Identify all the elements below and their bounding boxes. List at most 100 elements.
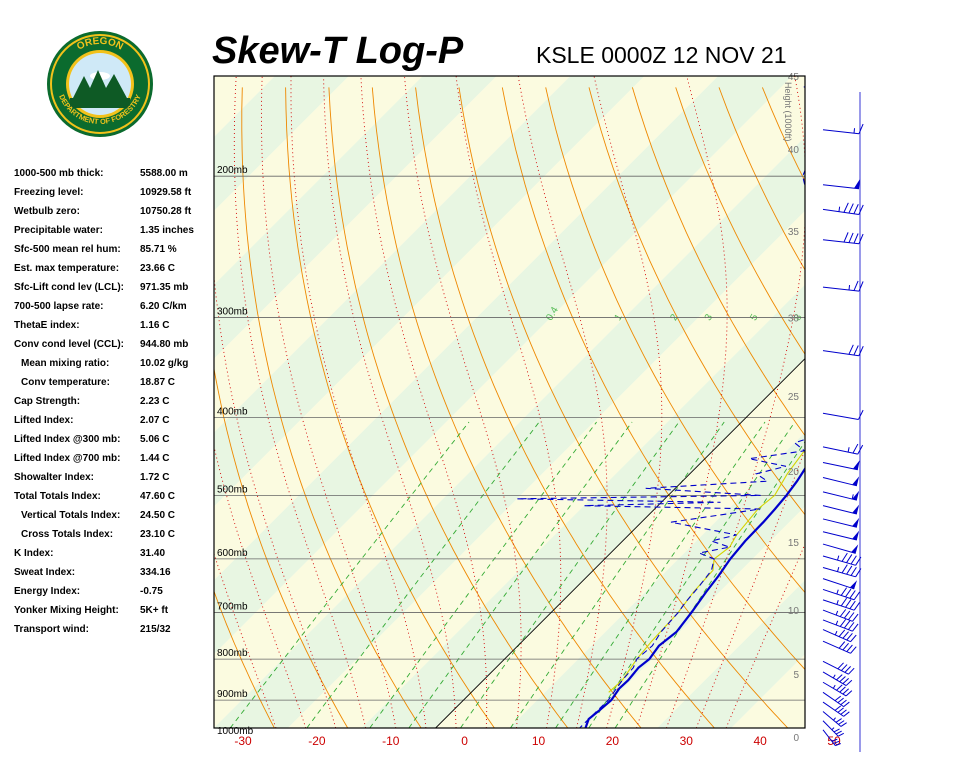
wind-barb (822, 517, 860, 528)
x-tick-label: 30 (680, 734, 694, 748)
index-value: 5588.00 m (140, 168, 188, 179)
dry-adiabat (936, 87, 960, 728)
station-time-label: KSLE 0000Z 12 NOV 21 (536, 42, 787, 68)
index-row: K Index: 31.40 (14, 548, 214, 564)
x-tick-label: 10 (532, 734, 546, 748)
wind-barb (822, 640, 857, 654)
height-tick-label: 45 (788, 72, 800, 83)
index-label: Showalter Index: (14, 472, 95, 483)
isotherm-band (731, 654, 805, 728)
wind-barb (822, 629, 857, 643)
index-row: Freezing level: 10929.58 ft (14, 187, 214, 203)
isotherm-band (583, 506, 805, 728)
index-label: Sfc-Lift cond lev (LCL): (14, 282, 124, 293)
dry-adiabat (501, 87, 805, 671)
index-value: 10.02 g/kg (140, 358, 189, 369)
wind-barb (822, 178, 861, 190)
index-label: 1000-500 mb thick: (14, 168, 104, 179)
index-label: Energy Index: (14, 586, 81, 597)
wind-barb (822, 123, 864, 135)
pressure-label: 800mb (217, 648, 248, 659)
x-tick-label: 20 (606, 734, 620, 748)
index-value: 2.07 C (140, 415, 170, 426)
wind-barb (822, 504, 860, 515)
wind-barb (822, 530, 860, 541)
x-tick-label: -10 (382, 734, 400, 748)
height-tick-label: 35 (788, 227, 800, 238)
wind-barb (822, 232, 864, 245)
index-row: Wetbulb zero: 10750.28 ft (14, 206, 214, 222)
isotherm-band (214, 76, 805, 728)
index-label: Conv temperature: (21, 377, 110, 388)
isotherm-band (509, 432, 805, 728)
index-label: Cross Totals Index: (21, 529, 114, 540)
wind-barb (822, 691, 850, 708)
height-tick-label: 0 (793, 733, 799, 744)
dry-adiabat (415, 87, 715, 728)
index-row: 1000-500 mb thick: 5588.00 m (14, 168, 214, 184)
svg-text:OREGON: OREGON (75, 36, 125, 53)
index-row: Vertical Totals Index: 24.50 C (14, 510, 214, 526)
index-row: Total Totals Index: 47.60 C (14, 491, 214, 507)
mixing-ratio-line (408, 421, 633, 728)
index-row: Showalter Index: 1.72 C (14, 472, 214, 488)
x-tick-label: -20 (308, 734, 326, 748)
index-label: K Index: (14, 548, 54, 559)
zero-isotherm (435, 357, 805, 728)
pressure-label: 200mb (217, 165, 248, 176)
dry-adiabat (588, 87, 805, 516)
plot-border (213, 75, 806, 729)
wind-barb (822, 202, 864, 215)
dry-adiabat (241, 87, 422, 728)
x-tick-label: -30 (234, 734, 252, 748)
index-label: Mean mixing ratio: (21, 358, 110, 369)
index-label: Precipitable water: (14, 225, 103, 236)
logo-top-text: OREGON (75, 36, 125, 53)
height-tick-label: 15 (788, 538, 800, 549)
moist-adiabat (593, 76, 663, 728)
index-label: Cap Strength: (14, 396, 81, 407)
wind-barb (822, 618, 859, 632)
isotherm-band (361, 284, 805, 728)
index-value: 6.20 C/km (140, 301, 187, 312)
index-value: 1.35 inches (140, 225, 194, 236)
dry-adiabat (631, 87, 805, 437)
index-value: 944.80 mb (140, 339, 189, 350)
dry-adiabat (328, 87, 569, 728)
moist-adiabat (214, 444, 307, 728)
oregon-department-of-forestry-logo: OREGON DEPARTMENT OF FORESTRY (47, 31, 153, 137)
height-tick-label: 30 (788, 313, 800, 324)
dry-adiabat (545, 87, 805, 594)
index-row: Lifted Index @700 mb: 1.44 C (14, 453, 214, 469)
index-value: 1.44 C (140, 453, 170, 464)
index-value: 1.72 C (140, 472, 170, 483)
index-value: 18.87 C (140, 377, 176, 388)
index-value: 23.10 C (140, 529, 176, 540)
dry-adiabat (892, 87, 960, 728)
index-row: Yonker Mixing Height: 5K+ ft (14, 605, 214, 621)
index-row: Sfc-Lift cond lev (LCL): 971.35 mb (14, 282, 214, 298)
index-label: Conv cond level (CCL): (14, 339, 125, 350)
x-tick-label: 0 (461, 734, 468, 748)
index-label: Lifted Index @300 mb: (14, 434, 121, 445)
index-value: 23.66 C (140, 263, 176, 274)
dry-adiabat (458, 87, 789, 728)
index-row: Cross Totals Index: 23.10 C (14, 529, 214, 545)
index-label: Lifted Index @700 mb: (14, 453, 121, 464)
wind-barb (822, 660, 855, 675)
index-row: Energy Index: -0.75 (14, 586, 214, 602)
index-value: 47.60 C (140, 491, 176, 502)
index-label: Wetbulb zero: (14, 206, 80, 217)
index-value: 85.71 % (140, 244, 177, 255)
dry-adiabat (100, 87, 201, 728)
temperature-profile-line (584, 466, 805, 728)
moist-adiabat (404, 76, 522, 728)
wind-barb (822, 490, 860, 501)
page-title: Skew-T Log-P (212, 30, 464, 72)
wind-barb (822, 720, 844, 737)
mixing-ratio-line (229, 421, 470, 728)
index-row: Conv temperature: 18.87 C (14, 377, 214, 393)
dry-adiabat (849, 87, 960, 728)
wind-barb-column (822, 123, 864, 747)
